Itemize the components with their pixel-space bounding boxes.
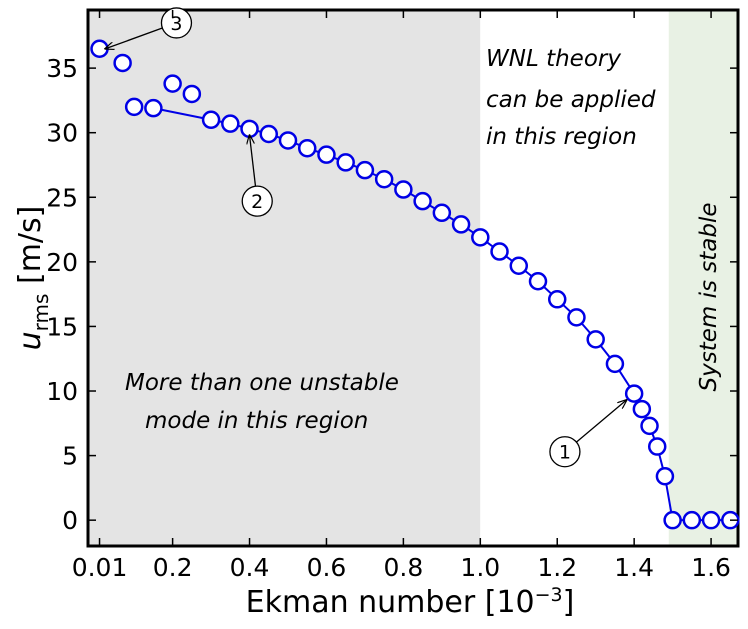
data-point <box>586 330 605 349</box>
data-point <box>647 437 667 456</box>
y-tick-label: 20 <box>46 248 78 277</box>
region-wnl-label-line2: can be applied <box>486 87 656 113</box>
x-axis-title: Ekman number [10−3] <box>246 584 575 620</box>
data-point <box>605 354 625 374</box>
data-point <box>355 160 375 180</box>
data-point <box>240 119 259 139</box>
y-tick-label: 10 <box>46 377 78 406</box>
region-backgrounds <box>88 10 738 546</box>
region-multimode-label-line2: mode in this region <box>145 408 368 434</box>
data-point <box>640 416 659 436</box>
data-point <box>547 290 567 309</box>
x-tick-label: 1.0 <box>460 553 500 582</box>
callout-circle-3 <box>160 7 193 39</box>
data-point <box>336 153 355 172</box>
y-tick-label: 15 <box>46 312 78 341</box>
region-multimode-label-line1: More than one unstable <box>125 370 399 396</box>
data-point-extra <box>113 53 132 73</box>
data-point-extra <box>182 84 202 104</box>
x-tick-label: 0.2 <box>153 553 193 582</box>
callout-circle-1 <box>549 436 581 468</box>
data-point <box>632 399 652 419</box>
callout-number-1: 1 <box>559 442 571 464</box>
x-tick-label: 0.01 <box>72 553 128 582</box>
data-point <box>394 180 413 199</box>
region-wnl-label-line3: in this region <box>486 124 637 150</box>
y-tick-label: 25 <box>46 183 78 212</box>
y-tick-label: 0 <box>62 506 78 535</box>
data-point <box>701 510 721 530</box>
x-tick-label: 0.8 <box>384 553 424 582</box>
x-tick-label: 1.6 <box>691 553 731 582</box>
plot-frame <box>86 8 740 548</box>
region-stable-background <box>668 10 738 546</box>
y-axis-title: urms [m/s] <box>13 206 53 351</box>
data-point-extra <box>124 97 144 117</box>
data-point <box>413 191 432 211</box>
data-point <box>682 510 702 530</box>
data-point <box>655 467 675 486</box>
data-point <box>528 271 548 291</box>
data-point <box>451 215 471 234</box>
data-point <box>663 510 682 530</box>
data-point-extra <box>163 74 182 93</box>
x-tick-label: 1.2 <box>537 553 577 582</box>
data-point <box>471 228 490 247</box>
callout-number-3: 3 <box>170 13 182 35</box>
data-point <box>624 384 644 403</box>
data-point <box>259 124 279 144</box>
data-point <box>317 145 336 164</box>
y-tick-label: 35 <box>46 54 78 83</box>
callouts: 1 2 3 <box>105 7 626 468</box>
region-wnl-label-line1: WNL theory <box>486 46 621 72</box>
data-point <box>144 98 163 118</box>
data-point <box>374 169 394 189</box>
callout-number-2: 2 <box>251 191 263 213</box>
data-point <box>490 242 509 261</box>
data-point <box>432 203 452 223</box>
data-point <box>221 114 240 133</box>
data-point <box>509 256 529 275</box>
callout-circle-2 <box>241 185 273 217</box>
data-point <box>567 308 586 327</box>
data-point <box>297 138 317 158</box>
tick-marks: 0.01 0.2 0.4 0.6 0.8 1.0 1.2 1.4 1.6 0 5 10 15 20 25 30… <box>46 10 738 582</box>
callout-arrow-3 <box>105 27 163 49</box>
data-point <box>278 131 298 150</box>
region-labels: More than one unstable mode in this regio… <box>125 46 722 434</box>
x-tick-label: 0.6 <box>307 553 347 582</box>
region-stable-label: System is stable <box>696 203 722 392</box>
data-point-extra <box>90 39 109 58</box>
x-tick-label: 0.4 <box>230 553 270 582</box>
data-point <box>201 110 221 130</box>
y-tick-label: 5 <box>62 442 78 471</box>
data-series <box>90 39 740 530</box>
callout-arrow-2 <box>250 135 257 187</box>
axes-frame <box>86 8 740 548</box>
y-tick-label: 30 <box>46 119 78 148</box>
x-tick-label: 1.4 <box>614 553 654 582</box>
region-multimode-background <box>88 10 481 546</box>
callout-arrow-1 <box>575 400 626 443</box>
